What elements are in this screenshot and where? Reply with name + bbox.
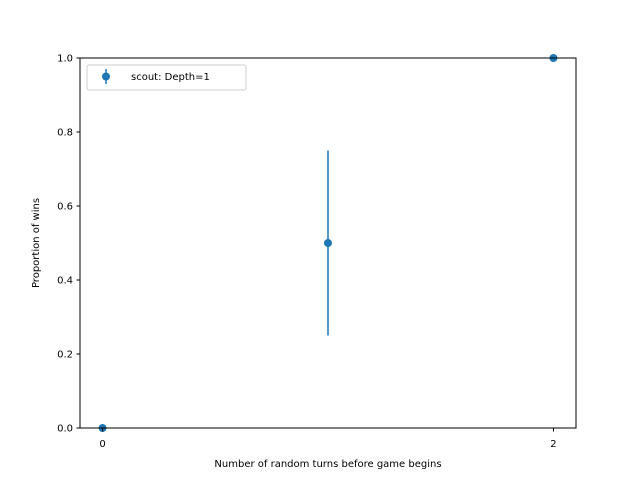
- axes-frame: [79, 57, 577, 429]
- y-tick-label: 1.0: [57, 54, 73, 65]
- x-tick-label: 0: [99, 439, 105, 450]
- x-tick-label: 2: [550, 439, 556, 450]
- legend-box: [86, 64, 247, 91]
- axis-ticks: 0.0 0.2 0.4 0.6 0.8 1.0 0 2: [57, 54, 557, 450]
- y-tick-label: 0.2: [57, 350, 73, 361]
- data-point: [324, 239, 332, 247]
- legend: scout: Depth=1: [86, 64, 247, 91]
- x-axis-label: Number of random turns before game begin…: [214, 459, 441, 470]
- legend-point-marker: [102, 72, 110, 81]
- legend-series-label: scout: Depth=1: [131, 72, 210, 83]
- y-tick-label: 0.6: [57, 202, 73, 213]
- y-tick-label: 0.0: [57, 424, 73, 435]
- y-tick-label: 0.8: [57, 128, 73, 139]
- y-axis-label: Proportion of wins: [31, 198, 42, 288]
- y-tick-label: 0.4: [57, 276, 73, 287]
